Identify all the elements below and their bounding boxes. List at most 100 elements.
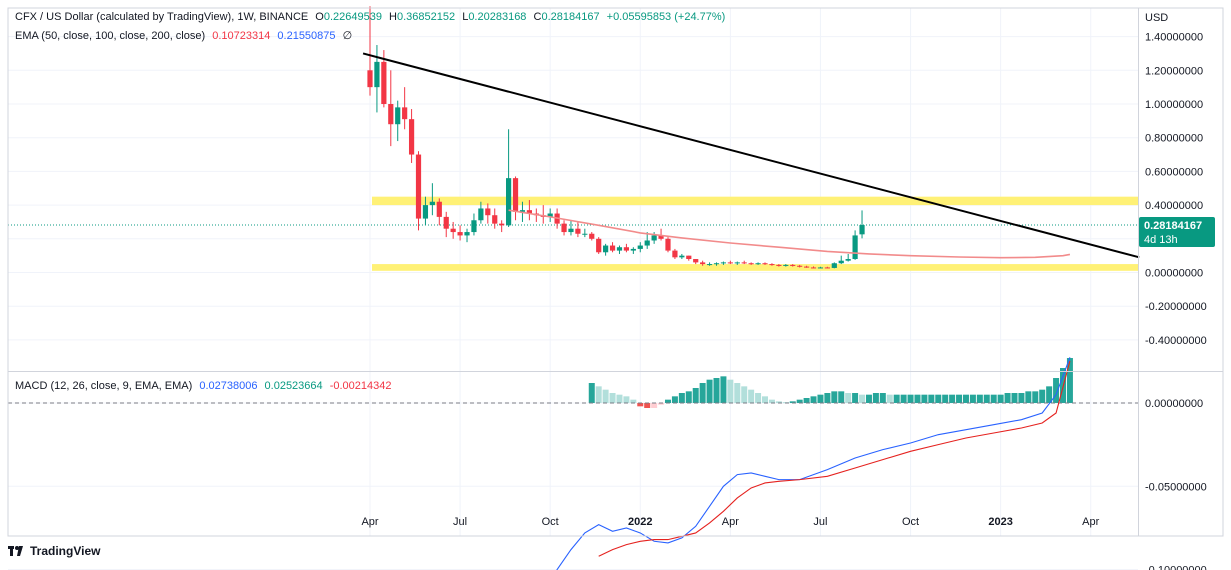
time-tick-label: Apr: [1082, 516, 1099, 528]
tradingview-branding[interactable]: TradingView: [8, 544, 100, 558]
candle-body: [713, 263, 720, 265]
candle-body: [485, 208, 491, 216]
candle-body: [727, 262, 733, 264]
histogram-bar: [644, 403, 651, 408]
high-value: 0.36852152: [397, 11, 456, 23]
open-label: O: [315, 11, 324, 23]
time-tick-label: Oct: [902, 516, 919, 528]
candle-body: [408, 119, 415, 155]
bar-countdown: 4d 13h: [1144, 234, 1178, 246]
histogram-bar: [886, 394, 893, 403]
candle-body: [478, 208, 484, 221]
candle-body: [561, 223, 567, 233]
histogram-bar: [1039, 389, 1046, 403]
histogram-bar: [810, 396, 817, 403]
low-label: L: [462, 11, 469, 23]
high-label: H: [389, 11, 397, 23]
pane-frames: [7, 7, 1224, 537]
price-tick-label: 1.40000000: [1145, 32, 1203, 44]
candle-body: [422, 205, 429, 219]
candle-body: [575, 228, 581, 234]
histogram-bar: [595, 386, 602, 403]
histogram-bar: [956, 394, 963, 403]
candle-body: [748, 263, 754, 265]
histogram-bar: [637, 403, 644, 407]
last-price-badge: 0.28184167 4d 13h: [1139, 217, 1215, 248]
trendline: [362, 52, 1140, 259]
candle-body: [499, 223, 505, 226]
candle-body: [831, 263, 837, 268]
histogram-bar: [845, 393, 852, 403]
macd-value-1: 0.02738006: [199, 380, 258, 392]
histogram-bar: [997, 394, 1004, 403]
candle-body: [838, 260, 844, 264]
price-tick-label: -0.20000000: [1145, 301, 1207, 313]
ema-value-2: 0.21550875: [277, 30, 336, 42]
histogram-bar: [734, 383, 741, 403]
currency-label: USD: [1145, 12, 1168, 24]
candle-body: [700, 262, 706, 265]
candle-body: [810, 267, 817, 269]
histogram-bar: [685, 391, 692, 403]
histogram-bar: [727, 379, 734, 403]
price-zone: [372, 196, 1138, 206]
candle-body: [658, 235, 664, 239]
histogram-bar: [775, 401, 782, 403]
time-tick-label: 2023: [988, 516, 1012, 528]
candle-body: [776, 264, 782, 266]
histogram-bar: [1066, 358, 1073, 403]
outer-frame: [7, 7, 1224, 537]
histogram-bar: [872, 393, 879, 403]
histogram-bar: [755, 393, 762, 403]
candle-body: [450, 228, 456, 233]
candle-body: [817, 267, 824, 269]
histogram-bar: [949, 394, 956, 403]
price-axis: 1.40000000 1.20000000 1.00000000 0.80000000…: [1145, 32, 1207, 347]
price-zone: [372, 264, 1138, 271]
symbol-title[interactable]: CFX / US Dollar (calculated by TradingVi…: [15, 11, 309, 23]
candle-body: [512, 178, 519, 212]
macd-line: [556, 357, 1071, 570]
histogram-bar: [865, 394, 872, 403]
histogram-bar: [1004, 393, 1011, 403]
histogram-bar: [859, 394, 866, 403]
candle-body: [464, 232, 470, 236]
candle-body: [790, 264, 796, 266]
histogram-bar: [976, 394, 983, 403]
candle-body: [381, 61, 387, 104]
signal-line: [598, 360, 1071, 557]
ema-title[interactable]: EMA (50, close, 100, close, 200, close): [15, 30, 206, 42]
histogram-bar: [914, 394, 921, 403]
candle-body: [734, 262, 740, 264]
histogram-bar: [588, 383, 595, 403]
candle-body: [603, 245, 609, 253]
histogram-bar: [831, 391, 838, 403]
price-tick-label: 1.20000000: [1145, 65, 1203, 77]
histogram-bar: [630, 399, 637, 403]
candle-body: [402, 107, 408, 120]
candle-body: [609, 245, 616, 251]
candle-body: [429, 201, 435, 206]
histogram-bar: [658, 403, 665, 405]
histogram-bar: [990, 394, 997, 403]
candle-body: [589, 233, 595, 239]
histogram-bar: [748, 389, 755, 403]
histogram-bar: [789, 401, 796, 403]
ema-value-1: 0.10723314: [212, 30, 271, 42]
macd-title[interactable]: MACD (12, 26, close, 9, EMA, EMA): [15, 380, 193, 392]
candle-body: [769, 264, 775, 266]
candle-body: [492, 215, 498, 224]
candle-body: [367, 70, 373, 88]
histogram-bar: [803, 398, 810, 403]
histogram-bar: [720, 376, 727, 403]
candle-body: [651, 235, 657, 241]
low-value: 0.20283168: [468, 11, 527, 23]
candle-body: [506, 178, 512, 226]
histogram-bar: [796, 399, 803, 403]
histogram-bar: [921, 394, 928, 403]
candle-body: [797, 265, 803, 267]
price-tick-label: 0.00000000: [1145, 268, 1203, 280]
candle-body: [526, 210, 532, 214]
ema-legend: EMA (50, close, 100, close, 200, close) …: [15, 29, 356, 42]
